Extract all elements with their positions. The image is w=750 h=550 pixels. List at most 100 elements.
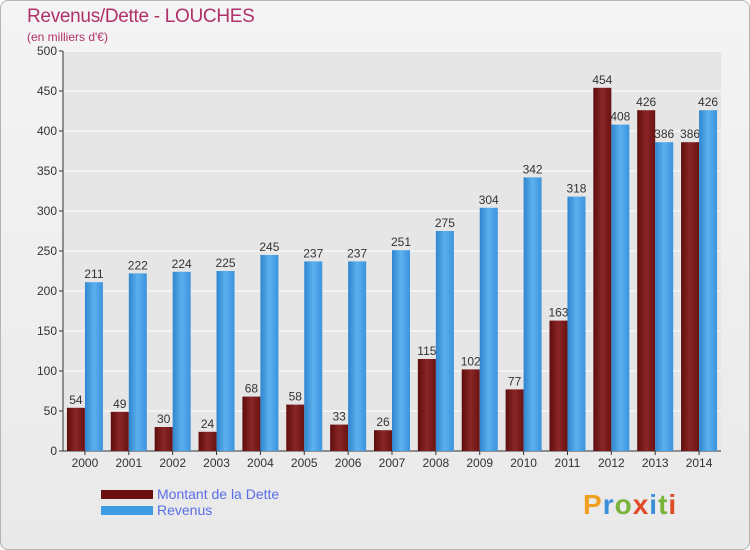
bar-dette (198, 431, 217, 451)
bar-revenus (128, 273, 147, 451)
y-tick-label: 500 (37, 44, 57, 58)
legend-swatch-dette (101, 490, 153, 499)
data-label-revenus: 225 (216, 256, 236, 270)
legend-label-revenus: Revenus (157, 502, 213, 518)
data-label-revenus: 275 (435, 216, 455, 230)
bar-dette (374, 430, 392, 451)
logo-letter: P (583, 489, 603, 520)
proxiti-logo: Proxiti (583, 489, 677, 521)
bar-dette (110, 411, 129, 451)
x-tick-label: 2010 (510, 456, 537, 470)
chart-title: Revenus/Dette - LOUCHES (27, 6, 255, 27)
x-tick-label: 2005 (291, 456, 318, 470)
data-label-revenus: 304 (479, 193, 499, 207)
x-tick-label: 2004 (247, 456, 274, 470)
logo-letter: x (632, 489, 650, 520)
bar-revenus (216, 271, 235, 451)
x-tick-label: 2007 (379, 456, 406, 470)
bar-revenus (567, 196, 586, 451)
data-label-revenus: 237 (347, 246, 367, 260)
bar-dette (505, 389, 524, 451)
y-tick-label: 150 (37, 324, 57, 338)
x-tick-label: 2013 (642, 456, 669, 470)
bar-dette (330, 424, 349, 451)
logo-letter: t (658, 489, 669, 520)
data-label-dette: 49 (113, 397, 127, 411)
bar-revenus (172, 271, 191, 451)
y-tick-label: 250 (37, 244, 57, 258)
bar-dette (637, 110, 656, 451)
data-label-dette: 26 (376, 415, 390, 429)
data-label-revenus: 342 (523, 162, 543, 176)
data-label-dette: 163 (548, 306, 568, 320)
x-tick-label: 2011 (555, 456, 581, 470)
x-tick-label: 2008 (423, 456, 450, 470)
data-label-revenus: 251 (391, 235, 411, 249)
y-tick-label: 50 (44, 404, 58, 418)
y-tick-label: 300 (37, 204, 57, 218)
bar-dette (286, 404, 305, 451)
logo-letter: i (649, 489, 659, 520)
bar-revenus (392, 250, 410, 451)
data-label-dette: 58 (289, 390, 303, 404)
bar-dette (461, 369, 480, 451)
legend-swatch-revenus (101, 506, 153, 515)
data-label-dette: 68 (245, 382, 259, 396)
bar-revenus (655, 142, 674, 451)
data-label-revenus: 426 (698, 95, 718, 109)
legend-label-dette: Montant de la Dette (157, 486, 280, 502)
data-label-dette: 30 (157, 412, 171, 426)
data-label-dette: 24 (201, 417, 215, 431)
bar-dette (417, 359, 436, 451)
bar-revenus (84, 282, 103, 451)
data-label-dette: 33 (332, 410, 346, 424)
data-label-revenus: 222 (128, 258, 148, 272)
bar-revenus (348, 261, 367, 451)
x-tick-label: 2000 (72, 456, 99, 470)
y-tick-label: 450 (37, 84, 57, 98)
x-tick-label: 2003 (203, 456, 230, 470)
bar-revenus (479, 207, 498, 451)
data-label-revenus: 224 (172, 257, 192, 271)
data-label-revenus: 408 (610, 110, 630, 124)
data-label-dette: 426 (636, 95, 656, 109)
bar-revenus (699, 110, 718, 451)
logo-letter: r (602, 489, 615, 520)
logo-letter: i (668, 489, 678, 520)
bar-dette (681, 142, 700, 451)
data-label-dette: 54 (69, 393, 83, 407)
y-tick-label: 200 (37, 284, 57, 298)
bar-dette (593, 87, 612, 452)
data-label-dette: 115 (417, 344, 436, 358)
bar-dette (549, 320, 568, 451)
bar-revenus (523, 177, 542, 451)
data-label-dette: 77 (508, 374, 522, 388)
data-label-revenus: 318 (566, 182, 586, 196)
bar-revenus (260, 255, 279, 451)
data-label-revenus: 245 (259, 240, 279, 254)
x-tick-label: 2002 (159, 456, 186, 470)
data-label-revenus: 237 (303, 246, 323, 260)
x-tick-label: 2001 (115, 456, 142, 470)
bar-revenus (304, 261, 323, 451)
x-tick-label: 2006 (335, 456, 362, 470)
x-tick-label: 2009 (466, 456, 493, 470)
bar-dette (242, 396, 261, 451)
bar-dette (154, 427, 173, 451)
bar-revenus (435, 231, 454, 451)
x-tick-label: 2012 (598, 456, 625, 470)
x-tick-label: 2014 (686, 456, 713, 470)
data-label-revenus: 211 (84, 267, 103, 281)
bar-revenus (611, 124, 630, 451)
chart-subtitle: (en milliers d'€) (27, 30, 108, 44)
y-tick-label: 0 (50, 444, 57, 458)
bar-dette (66, 407, 85, 451)
logo-letter: o (614, 489, 633, 520)
data-label-revenus: 386 (654, 127, 674, 141)
y-tick-label: 400 (37, 124, 57, 138)
y-tick-label: 100 (37, 364, 57, 378)
data-label-dette: 102 (461, 354, 481, 368)
data-label-dette: 454 (592, 73, 612, 87)
